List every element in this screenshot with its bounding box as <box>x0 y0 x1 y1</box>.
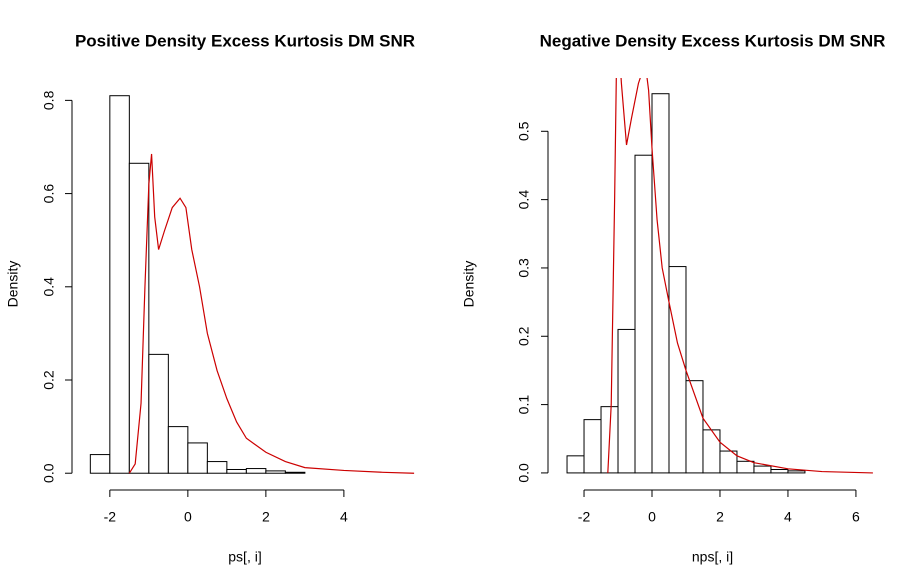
bar <box>265 470 286 474</box>
x-tick-label: 4 <box>784 509 792 525</box>
bar <box>770 469 789 474</box>
y-tick-label: 0.1 <box>516 395 532 415</box>
x-tick-label: 0 <box>648 509 656 525</box>
y-axis-label: Density <box>5 261 21 308</box>
x-axis-label: ps[, i] <box>228 549 261 565</box>
bar <box>206 461 228 474</box>
bar <box>787 470 806 474</box>
chart-title: Positive Density Excess Kurtosis DM SNR <box>75 31 415 50</box>
x-tick-label: 2 <box>716 509 724 525</box>
density-line <box>128 153 415 474</box>
y-tick-label: 0.6 <box>41 184 57 204</box>
bar <box>736 460 755 474</box>
x-tick-label: 0 <box>184 509 192 525</box>
chart-panel: Negative Density Excess Kurtosis DM SNR n… <box>461 31 886 565</box>
bar <box>187 442 208 474</box>
y-tick-label: 0.4 <box>41 277 57 297</box>
bar <box>226 468 247 474</box>
bar <box>148 353 169 474</box>
y-tick-label: 0.0 <box>41 463 57 483</box>
x-tick-label: 4 <box>340 509 348 525</box>
x-axis-label: nps[, i] <box>692 549 733 565</box>
bar <box>284 471 306 474</box>
x-tick-label: 6 <box>852 509 860 525</box>
x-tick-label: -2 <box>104 509 117 525</box>
y-axis-label: Density <box>461 261 477 308</box>
y-tick-label: 0.2 <box>516 326 532 346</box>
bar <box>617 328 636 474</box>
bar <box>245 468 267 474</box>
y-tick-label: 0.3 <box>516 258 532 278</box>
y-tick-label: 0.4 <box>516 190 532 210</box>
bar <box>634 154 653 474</box>
bar <box>668 266 687 474</box>
bar <box>167 426 189 474</box>
bar <box>89 454 111 474</box>
bar <box>128 162 150 474</box>
y-tick-label: 0.0 <box>516 463 532 483</box>
y-tick-label: 0.8 <box>41 90 57 110</box>
bar <box>702 429 721 474</box>
bar <box>685 380 704 474</box>
bar <box>753 465 772 474</box>
chart-panel: Positive Density Excess Kurtosis DM SNR p… <box>5 31 415 564</box>
bar <box>109 95 130 474</box>
x-tick-label: -2 <box>578 509 591 525</box>
bar <box>651 93 670 474</box>
y-tick-label: 0.2 <box>41 370 57 390</box>
density-line <box>607 78 873 474</box>
bar <box>583 419 602 474</box>
chart-title: Negative Density Excess Kurtosis DM SNR <box>540 31 886 50</box>
y-tick-label: 0.5 <box>516 121 532 141</box>
x-tick-label: 2 <box>262 509 270 525</box>
bar <box>566 455 585 474</box>
